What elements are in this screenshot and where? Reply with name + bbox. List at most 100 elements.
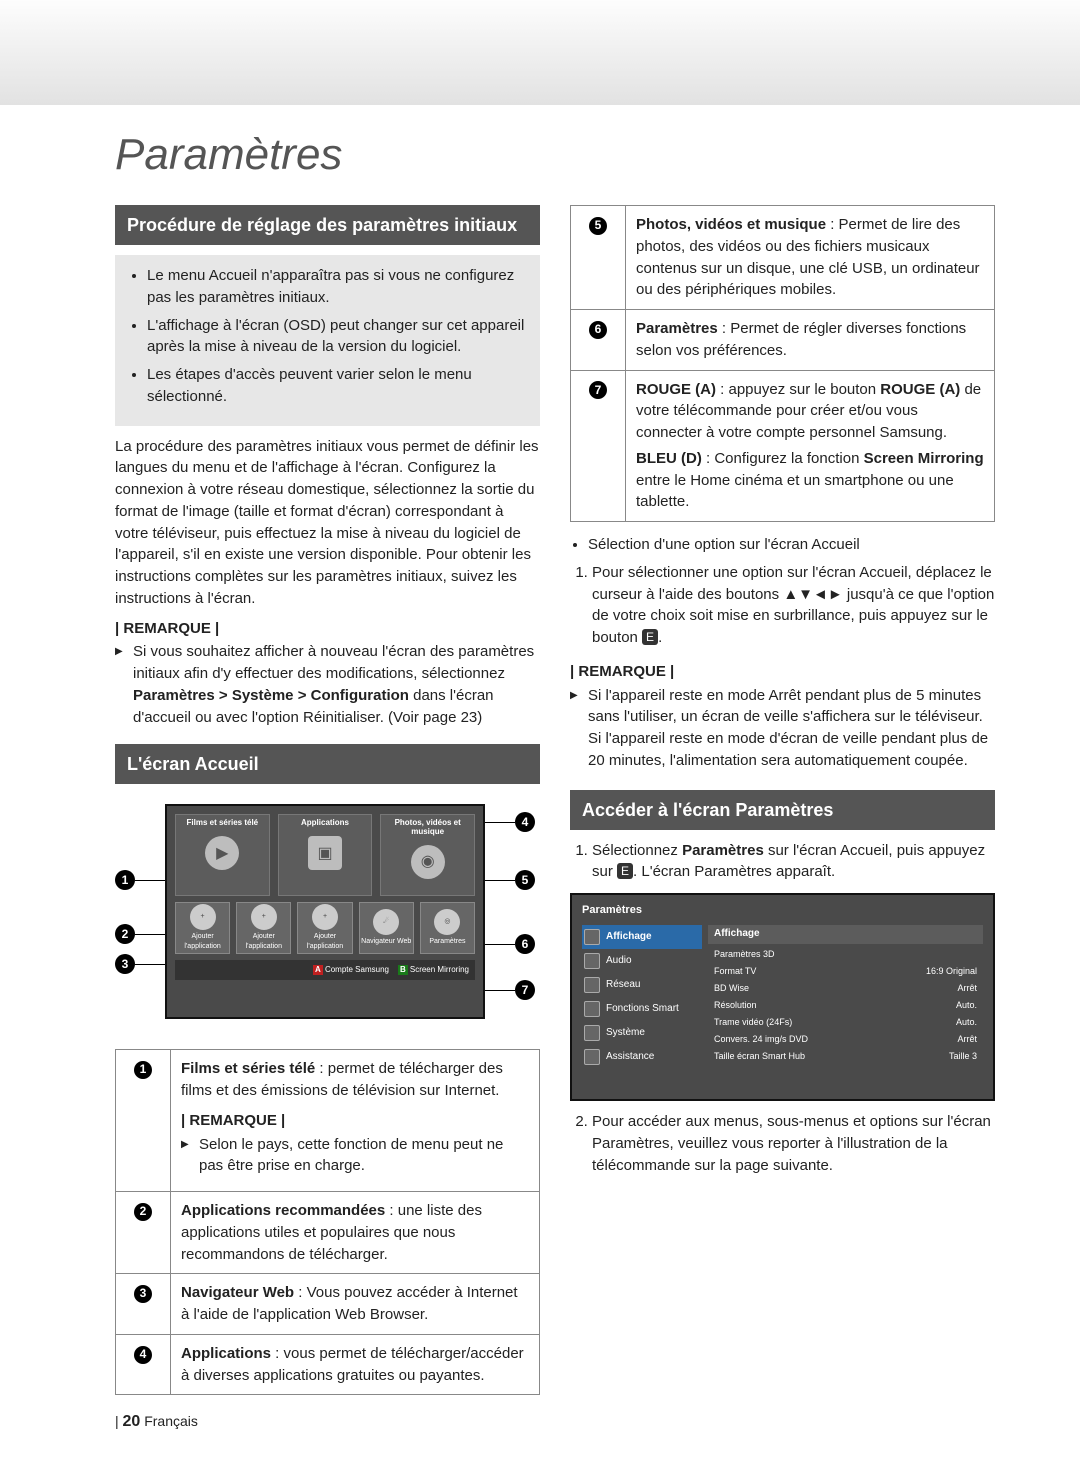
row-bold: Films et séries télé [181,1060,315,1077]
row-desc: Paramètres : Permet de régler diverses f… [626,310,995,371]
play-icon: ▶ [205,836,239,870]
row-bold: ROUGE (A) [636,381,716,398]
sidebar-item-network: Réseau [582,973,702,997]
bullet-2: L'affichage à l'écran (OSD) peut changer… [147,315,526,359]
sidebar-label: Système [606,1026,645,1041]
initial-settings-paragraph: La procédure des paramètres initiaux vou… [115,436,540,610]
table-row: 2 Applications recommandées : une liste … [116,1192,540,1274]
row-desc: Photos, vidéos et musique : Permet de li… [626,206,995,310]
row-num: 2 [116,1192,171,1274]
circ-2: 2 [134,1203,152,1221]
row-desc: Applications recommandées : une liste de… [171,1192,540,1274]
globe-icon: ☄ [373,909,399,935]
opt-row: Trame vidéo (24Fs) Auto. [708,1014,983,1031]
badge-b: B [398,965,408,975]
table-row: 4 Applications : vous permet de téléchar… [116,1334,540,1395]
remarque-text: Si l'appareil reste en mode Arrêt pendan… [588,687,988,769]
callout-7: 7 [485,980,535,1000]
settings-title: Paramètres [582,903,983,919]
initial-settings-box: Le menu Accueil n'apparaîtra pas si vous… [115,255,540,426]
sidebar-label: Affichage [606,930,652,945]
web-btn: ☄Navigateur Web [359,902,414,954]
table-row: 5 Photos, vidéos et musique : Permet de … [571,206,995,310]
row-text: : appuyez sur le bouton [716,381,880,398]
opt-label: Taille écran Smart Hub [714,1050,805,1063]
opt-value: Auto. [956,999,977,1012]
row-bold: Paramètres [636,320,718,337]
callout-line [485,880,515,881]
callout-num-5: 5 [515,870,535,890]
selection-bullet: Sélection d'une option sur l'écran Accue… [570,534,995,556]
callout-2: 2 [115,924,165,944]
row-bold: BLEU (D) [636,450,702,467]
circ-4: 4 [134,1346,152,1364]
row-num: 6 [571,310,626,371]
home-items-table-cont: 5 Photos, vidéos et musique : Permet de … [570,205,995,522]
enter-icon: E [617,863,633,879]
s1a: Sélectionnez [592,842,682,859]
callout-num-3: 3 [115,954,135,974]
page-title: Paramètres [115,130,995,180]
circ-7: 7 [589,381,607,399]
app-btn-2: +Ajouter l'application [236,902,291,954]
row-7a: ROUGE (A) : appuyez sur le bouton ROUGE … [636,379,984,444]
tile-label: Applications [301,819,349,828]
access-steps-2: Pour accéder aux menus, sous-menus et op… [570,1111,995,1176]
btn-label: Ajouter l'application [176,932,229,952]
tile-label: Films et séries télé [187,819,259,828]
opt-label: Convers. 24 img/s DVD [714,1033,808,1046]
home-screen: Films et séries télé ▶ Applications ▣ Ph… [165,804,485,1019]
opt-value: Taille 3 [949,1050,977,1063]
opt-label: Paramètres 3D [714,948,775,961]
row-bold: Photos, vidéos et musique [636,216,826,233]
smart-icon [584,1001,600,1017]
row-bold: Applications [181,1345,271,1362]
opt-value: Auto. [956,1016,977,1029]
row-num: 7 [571,370,626,522]
row-num: 3 [116,1274,171,1335]
bullet-1: Le menu Accueil n'apparaîtra pas si vous… [147,265,526,309]
plus-icon: + [312,904,338,930]
tile-label: Photos, vidéos et musique [381,819,474,837]
callout-3: 3 [115,954,165,974]
circ-1: 1 [134,1061,152,1079]
tile-films: Films et séries télé ▶ [175,814,270,896]
btn-label: Paramètres [429,937,465,947]
remarque-item-1: Si vous souhaitez afficher à nouveau l'é… [115,641,540,728]
opt-row: Taille écran Smart Hub Taille 3 [708,1048,983,1065]
row-desc: Navigateur Web : Vous pouvez accéder à I… [171,1274,540,1335]
right-column: 5 Photos, vidéos et musique : Permet de … [570,205,995,1395]
opt-row: Convers. 24 img/s DVD Arrêt [708,1031,983,1048]
row-text2: entre le Home cinéma et un smartphone ou… [636,472,954,511]
home-screen-diagram: 1 2 3 4 5 6 7 Films et séries télé ▶ [115,794,540,1039]
callout-1: 1 [115,870,165,890]
initial-settings-bullets: Le menu Accueil n'apparaîtra pas si vous… [129,265,526,408]
plus-icon: + [251,904,277,930]
row-num: 4 [116,1334,171,1395]
row-7b: BLEU (D) : Configurez la fonction Screen… [636,448,984,513]
btn-label: Ajouter l'application [237,932,290,952]
callout-line [135,934,165,935]
callout-5: 5 [485,870,535,890]
sidebar-item-audio: Audio [582,949,702,973]
home-items-table: 1 Films et séries télé : permet de téléc… [115,1049,540,1395]
sidebar-item-support: Assistance [582,1045,702,1069]
tile-apps: Applications ▣ [278,814,373,896]
selection-steps: Pour sélectionner une option sur l'écran… [570,562,995,649]
row-desc: Applications : vous permet de télécharge… [171,1334,540,1395]
sidebar-item-system: Système [582,1021,702,1045]
display-icon [584,929,600,945]
gear-icon: ◎ [434,909,460,935]
content-area: Paramètres Procédure de réglage des para… [0,105,1080,1431]
callout-4: 4 [485,812,535,832]
camera-icon: ◉ [411,845,445,879]
callout-num-7: 7 [515,980,535,1000]
row-bold2: Screen Mirroring [864,450,984,467]
settings-body: Affichage Audio Réseau Fonctions Smart S… [582,925,983,1069]
access-step-2: Pour accéder aux menus, sous-menus et op… [592,1111,995,1176]
opt-label: Trame vidéo (24Fs) [714,1016,792,1029]
callout-line [135,880,165,881]
sidebar-label: Fonctions Smart [606,1002,679,1017]
header-band [0,0,1080,105]
opt-value: Arrêt [957,1033,977,1046]
